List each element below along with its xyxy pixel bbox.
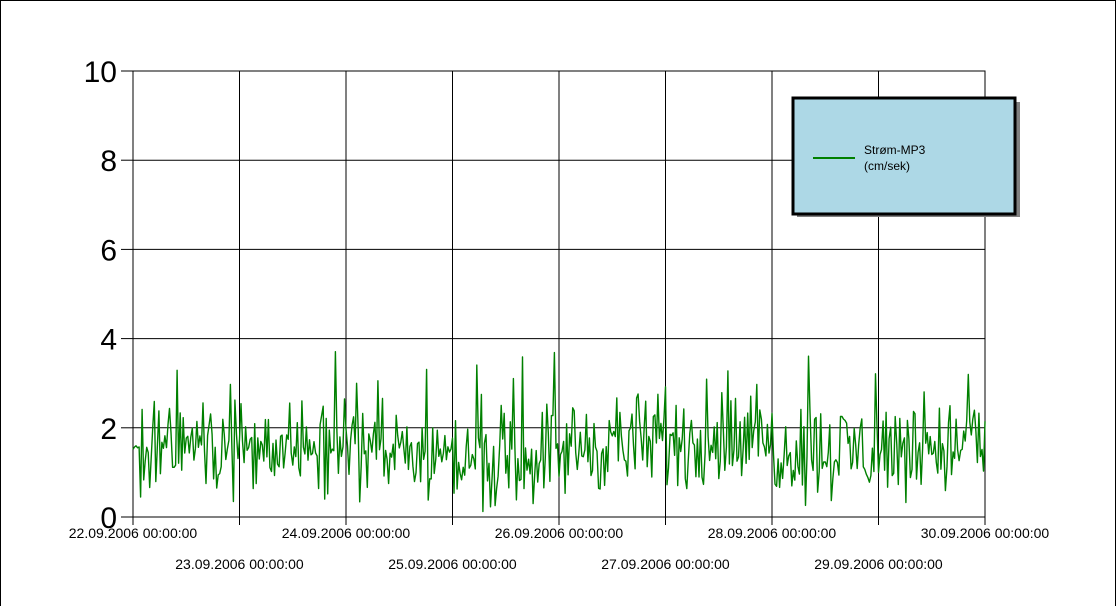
x-tick-label: 29.09.2006 00:00:00 [814,556,943,572]
x-tick-label: 24.09.2006 00:00:00 [282,525,411,541]
y-tick-label: 10 [84,56,117,89]
series-line-strom-mp3 [132,351,986,513]
x-tick-label: 28.09.2006 00:00:00 [708,525,837,541]
x-axis-ticks: 22.09.2006 00:00:00 24.09.2006 00:00:00 26… [69,517,1050,572]
x-tick-label: 23.09.2006 00:00:00 [175,556,304,572]
y-tick-label: 4 [100,324,117,357]
legend-label-line2: (cm/sek) [864,159,910,173]
y-axis-ticks: 0 2 4 6 8 10 [84,56,133,535]
legend-box [791,96,1017,216]
series-layer [132,351,986,513]
y-tick-label: 0 [100,502,117,535]
y-tick-label: 8 [100,145,117,178]
x-tick-label: 22.09.2006 00:00:00 [69,525,198,541]
x-tick-label: 26.09.2006 00:00:00 [495,525,624,541]
x-tick-label: 27.09.2006 00:00:00 [601,556,730,572]
legend: Strøm-MP3 (cm/sek) [791,96,1020,217]
x-tick-label: 25.09.2006 00:00:00 [388,556,517,572]
x-tick-label: 30.09.2006 00:00:00 [921,525,1050,541]
y-tick-label: 6 [100,234,117,267]
y-tick-label: 2 [100,413,117,446]
legend-label-line1: Strøm-MP3 [864,143,926,157]
